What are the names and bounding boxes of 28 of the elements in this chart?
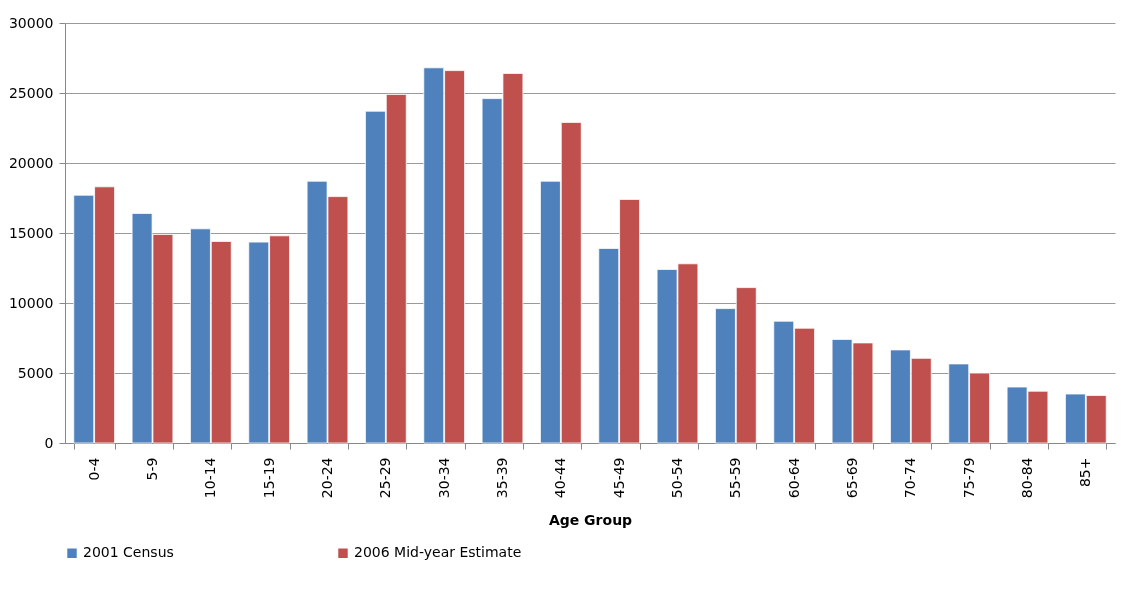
x-tick-label: 10-14 bbox=[202, 457, 219, 499]
y-tick-label: 10000 bbox=[8, 294, 54, 311]
x-tick-label: 35-39 bbox=[494, 457, 510, 499]
y-tick-label: 30000 bbox=[8, 14, 54, 31]
y-tick-label: 25000 bbox=[8, 84, 54, 101]
legend-label: 2001 Census bbox=[83, 544, 174, 561]
x-tick-label: 55-59 bbox=[727, 457, 744, 499]
y-tick-label: 5000 bbox=[17, 364, 54, 381]
y-tick-label: 15000 bbox=[8, 224, 54, 241]
x-tick-label: 65-69 bbox=[844, 457, 860, 499]
x-tick-label: 15-19 bbox=[260, 457, 277, 499]
x-tick-label: 20-24 bbox=[319, 457, 335, 499]
x-tick-label: 80-84 bbox=[1019, 457, 1035, 499]
x-tick-label: 70-74 bbox=[902, 457, 919, 499]
x-tick-label: 0-4 bbox=[85, 457, 102, 481]
x-tick-label: 85+ bbox=[1077, 457, 1094, 488]
y-tick-label: 20000 bbox=[8, 154, 54, 171]
x-axis-title: Age Group bbox=[548, 512, 633, 529]
y-tick-label: 0 bbox=[44, 434, 54, 451]
x-tick-label: 60-64 bbox=[785, 457, 802, 499]
x-tick-label: 40-44 bbox=[552, 457, 569, 499]
x-tick-label: 30-34 bbox=[435, 457, 452, 499]
x-tick-label: 25-29 bbox=[377, 457, 394, 499]
x-tick-label: 45-49 bbox=[610, 457, 627, 499]
x-tick-label: 75-79 bbox=[960, 457, 977, 499]
x-tick-label: 5-9 bbox=[144, 457, 160, 481]
legend-label: 2006 Mid-year Estimate bbox=[354, 544, 522, 561]
x-tick-label: 50-54 bbox=[669, 457, 685, 499]
